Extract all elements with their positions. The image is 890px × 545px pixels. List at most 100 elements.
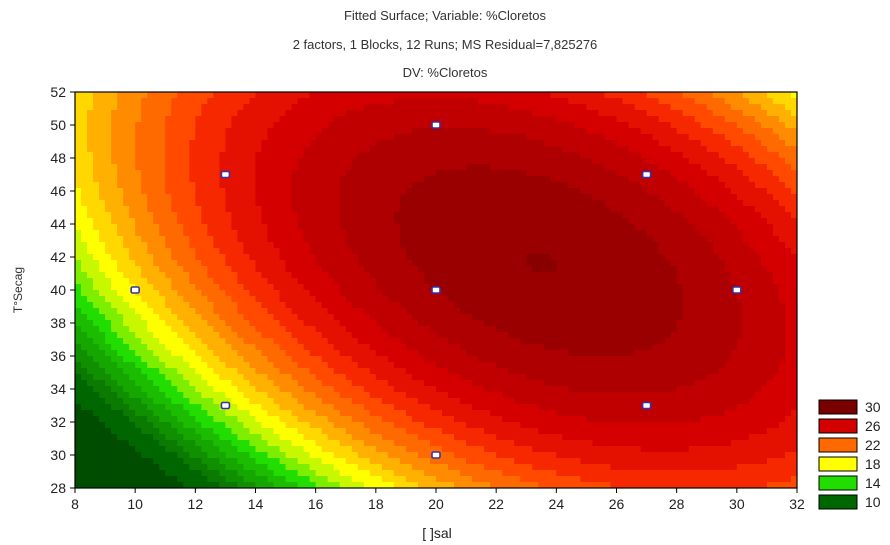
surface-cell [405, 260, 413, 267]
surface-cell [460, 110, 467, 117]
surface-cell [490, 392, 497, 399]
surface-cell [309, 392, 317, 399]
surface-cell [135, 446, 142, 453]
surface-cell [436, 212, 443, 219]
surface-cell [255, 212, 263, 219]
surface-cell [171, 416, 178, 423]
surface-cell [219, 386, 227, 393]
surface-cell [165, 242, 172, 249]
surface-cell [231, 410, 239, 417]
surface-cell [375, 452, 383, 459]
surface-cell [207, 212, 214, 219]
surface-cell [99, 344, 106, 351]
surface-cell [177, 446, 184, 453]
surface-cell [520, 146, 527, 153]
surface-cell [369, 152, 377, 159]
surface-cell [297, 140, 305, 147]
surface-cell [405, 98, 413, 105]
surface-cell [327, 248, 335, 255]
surface-cell [375, 380, 383, 387]
surface-cell [514, 230, 521, 237]
surface-cell [231, 296, 239, 303]
surface-cell [135, 320, 142, 327]
surface-cell [225, 254, 233, 261]
surface-cell [369, 200, 377, 207]
surface-cell [153, 284, 160, 291]
surface-cell [219, 476, 227, 483]
surface-cell [183, 464, 190, 471]
surface-cell [129, 362, 136, 369]
surface-cell [339, 116, 347, 123]
surface-cell [387, 410, 395, 417]
surface-cell [147, 254, 154, 261]
surface-cell [303, 362, 311, 369]
surface-cell [261, 404, 269, 411]
surface-cell [327, 362, 335, 369]
surface-cell [466, 284, 473, 291]
surface-cell [436, 320, 443, 327]
surface-cell [369, 230, 377, 237]
surface-cell [189, 176, 196, 183]
surface-cell [460, 368, 467, 375]
surface-cell [249, 332, 257, 339]
surface-cell [309, 242, 317, 249]
surface-cell [225, 350, 233, 357]
surface-cell [207, 98, 214, 105]
surface-cell [111, 422, 118, 429]
surface-cell [255, 176, 263, 183]
surface-cell [303, 398, 311, 405]
surface-cell [442, 332, 449, 339]
surface-cell [111, 188, 118, 195]
surface-cell [129, 224, 136, 231]
surface-cell [75, 200, 82, 207]
surface-cell [177, 122, 184, 129]
surface-cell [429, 254, 437, 261]
surface-cell [327, 410, 335, 417]
surface-cell [411, 218, 419, 225]
surface-cell [429, 440, 437, 447]
surface-cell [454, 314, 461, 321]
surface-cell [496, 140, 503, 147]
surface-cell [207, 326, 214, 333]
surface-cell [201, 134, 208, 141]
surface-cell [478, 350, 485, 357]
surface-cell [171, 272, 178, 279]
surface-cell [237, 248, 245, 255]
surface-cell [375, 152, 383, 159]
surface-cell [460, 380, 467, 387]
surface-cell [261, 428, 269, 435]
surface-cell [99, 152, 106, 159]
surface-cell [369, 464, 377, 471]
surface-cell [111, 146, 118, 153]
surface-cell [219, 284, 227, 291]
surface-cell [502, 416, 509, 423]
surface-cell [219, 398, 227, 405]
surface-cell [111, 104, 118, 111]
surface-cell [472, 404, 479, 411]
surface-cell [225, 128, 233, 135]
surface-cell [429, 470, 437, 477]
surface-cell [417, 398, 425, 405]
surface-cell [327, 284, 335, 291]
surface-cell [393, 254, 401, 261]
surface-cell [490, 332, 497, 339]
surface-cell [159, 458, 166, 465]
surface-cell [442, 110, 449, 117]
surface-cell [249, 176, 257, 183]
surface-cell [375, 356, 383, 363]
surface-cell [502, 164, 509, 171]
surface-cell [442, 152, 449, 159]
surface-cell [255, 458, 263, 465]
surface-cell [351, 248, 359, 255]
surface-cell [195, 314, 202, 321]
surface-cell [472, 458, 479, 465]
surface-cell [429, 332, 437, 339]
surface-cell [502, 428, 509, 435]
surface-cell [123, 230, 130, 237]
surface-cell [129, 344, 136, 351]
surface-cell [297, 206, 305, 213]
surface-cell [387, 392, 395, 399]
surface-cell [207, 386, 214, 393]
surface-cell [285, 398, 293, 405]
surface-cell [93, 128, 100, 135]
